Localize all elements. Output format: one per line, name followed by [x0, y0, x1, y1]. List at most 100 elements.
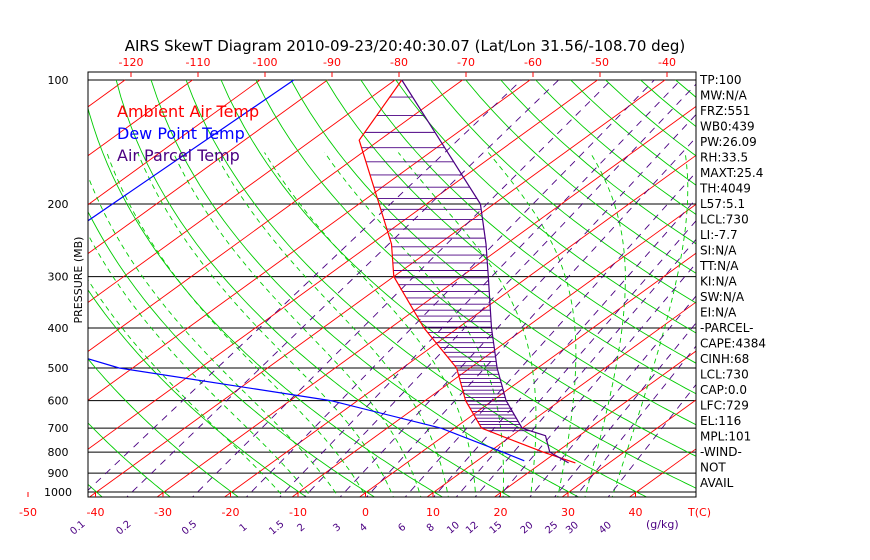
bottom-tick-label: 0 — [362, 506, 369, 519]
pressure-tick-label: 700 — [48, 422, 69, 435]
bottom-tick-label: 10 — [426, 506, 440, 519]
isotherm-line — [493, 350, 696, 497]
top-tick-label: -40 — [658, 56, 676, 69]
moist-adiabat-line — [611, 152, 689, 497]
moist-adiabat-line — [264, 152, 477, 497]
index-entry: TP:100 — [699, 73, 742, 87]
index-entry: KI:N/A — [700, 275, 737, 289]
moist-adiabat-line — [172, 152, 422, 497]
index-entry: FRZ:551 — [700, 104, 750, 118]
moist-adiabat-line — [324, 152, 504, 497]
chart-title: AIRS SkewT Diagram 2010-09-23/20:40:30.0… — [125, 37, 686, 55]
dry-adiabat-line — [185, 79, 648, 497]
legend-entry: Ambient Air Temp — [117, 102, 259, 121]
index-entry: RH:33.5 — [700, 151, 748, 165]
isotherm-line — [0, 80, 58, 501]
mixing-ratio-line — [126, 79, 559, 497]
index-entry: -WIND- — [700, 445, 742, 459]
mixing-ratio-line — [279, 79, 681, 497]
index-entry: MPL:101 — [700, 430, 751, 444]
moist-adiabat-line — [88, 174, 340, 497]
mixing-ratio-label: 3 — [331, 522, 343, 535]
dry-adiabat-line — [290, 79, 696, 426]
dry-adiabat-line — [325, 79, 696, 395]
isotherm-line — [759, 80, 870, 501]
mixing-ratio-label: 0.1 — [68, 519, 87, 538]
pressure-tick-label: 600 — [48, 395, 69, 408]
index-entry: TH:4049 — [699, 182, 751, 196]
index-entry: WB0:439 — [700, 120, 755, 134]
moist-adiabat-line — [214, 152, 449, 497]
mixing-ratio-label: 30 — [564, 520, 581, 537]
dry-adiabat-line — [88, 106, 444, 497]
index-entry: SI:N/A — [700, 244, 737, 258]
index-entry: EI:N/A — [700, 306, 737, 320]
dry-adiabat-line — [88, 483, 103, 497]
bottom-tick-label: -30 — [154, 506, 172, 519]
mixing-ratio-label: 15 — [488, 520, 505, 537]
isotherm-line — [88, 79, 193, 157]
index-entry: AVAIL — [700, 476, 734, 490]
mixing-ratio-unit: (g/kg) — [646, 518, 679, 531]
dry-adiabat-line — [88, 210, 376, 497]
mixing-ratio-label: 10 — [445, 520, 462, 537]
isotherm-line — [88, 79, 396, 304]
top-tick-label: -50 — [591, 56, 609, 69]
mixing-ratio-line — [191, 79, 612, 497]
pressure-tick-label: 800 — [48, 446, 69, 459]
mixing-ratio-line — [339, 113, 696, 497]
moist-adiabat-line — [397, 152, 537, 497]
isotherm-line — [223, 154, 696, 497]
mixing-ratio-line — [88, 79, 522, 491]
pressure-tick-label: 100 — [48, 74, 69, 87]
bottom-tick-label: -10 — [289, 506, 307, 519]
bottom-tick-label: 20 — [494, 506, 508, 519]
bottom-tick-label: -40 — [87, 506, 105, 519]
isotherm-line — [156, 105, 696, 497]
profile-series — [88, 79, 576, 464]
mixing-ratio-label: 25 — [543, 520, 560, 537]
top-tick-label: -90 — [323, 56, 341, 69]
mixing-ratio-line — [245, 79, 655, 497]
moist-adiabat-lines — [88, 152, 689, 497]
dry-adiabat-line — [255, 79, 696, 457]
moist-adiabat-line — [88, 233, 312, 497]
isotherm-line — [358, 252, 696, 497]
dry-adiabat-line — [220, 79, 696, 489]
isotherm-line — [88, 79, 666, 497]
mixing-ratio-line — [474, 238, 696, 497]
pressure-tick-label: 1000 — [44, 486, 72, 499]
index-entry: -PARCEL- — [700, 321, 754, 335]
mixing-ratio-label: 2 — [295, 522, 307, 535]
moist-adiabat-line — [88, 278, 285, 497]
isotherm-line — [561, 399, 696, 497]
isotherm-line — [88, 79, 328, 255]
dry-adiabat-line — [395, 79, 696, 334]
mixing-ratio-line — [365, 136, 696, 497]
mixing-ratio-line — [303, 83, 696, 497]
mixing-ratio-line — [498, 262, 696, 497]
index-entry: SW:N/A — [700, 290, 745, 304]
pressure-tick-label: 400 — [48, 322, 69, 335]
cape-hatch — [361, 96, 530, 432]
pressure-tick-label: 500 — [48, 362, 69, 375]
top-tick-label: -120 — [119, 56, 144, 69]
index-entry: LFC:729 — [700, 399, 749, 413]
dry-adiabat-line — [465, 79, 696, 274]
index-entry: PW:26.09 — [700, 135, 757, 149]
top-tick-label: -80 — [390, 56, 408, 69]
mixing-ratio-label: 8 — [425, 522, 437, 535]
bottom-tick-label: 30 — [561, 506, 575, 519]
pressure-tick-label: 900 — [48, 467, 69, 480]
mixing-ratio-line — [404, 171, 696, 497]
x-axis-label: T(C) — [687, 506, 711, 519]
legend-entry: Dew Point Temp — [117, 124, 245, 143]
dry-adiabat-line — [746, 80, 870, 501]
moist-adiabat-line — [487, 152, 577, 497]
top-tick-label: -70 — [457, 56, 475, 69]
mixing-ratio-label: 1 — [238, 522, 250, 535]
dry-adiabat-line — [115, 79, 512, 497]
